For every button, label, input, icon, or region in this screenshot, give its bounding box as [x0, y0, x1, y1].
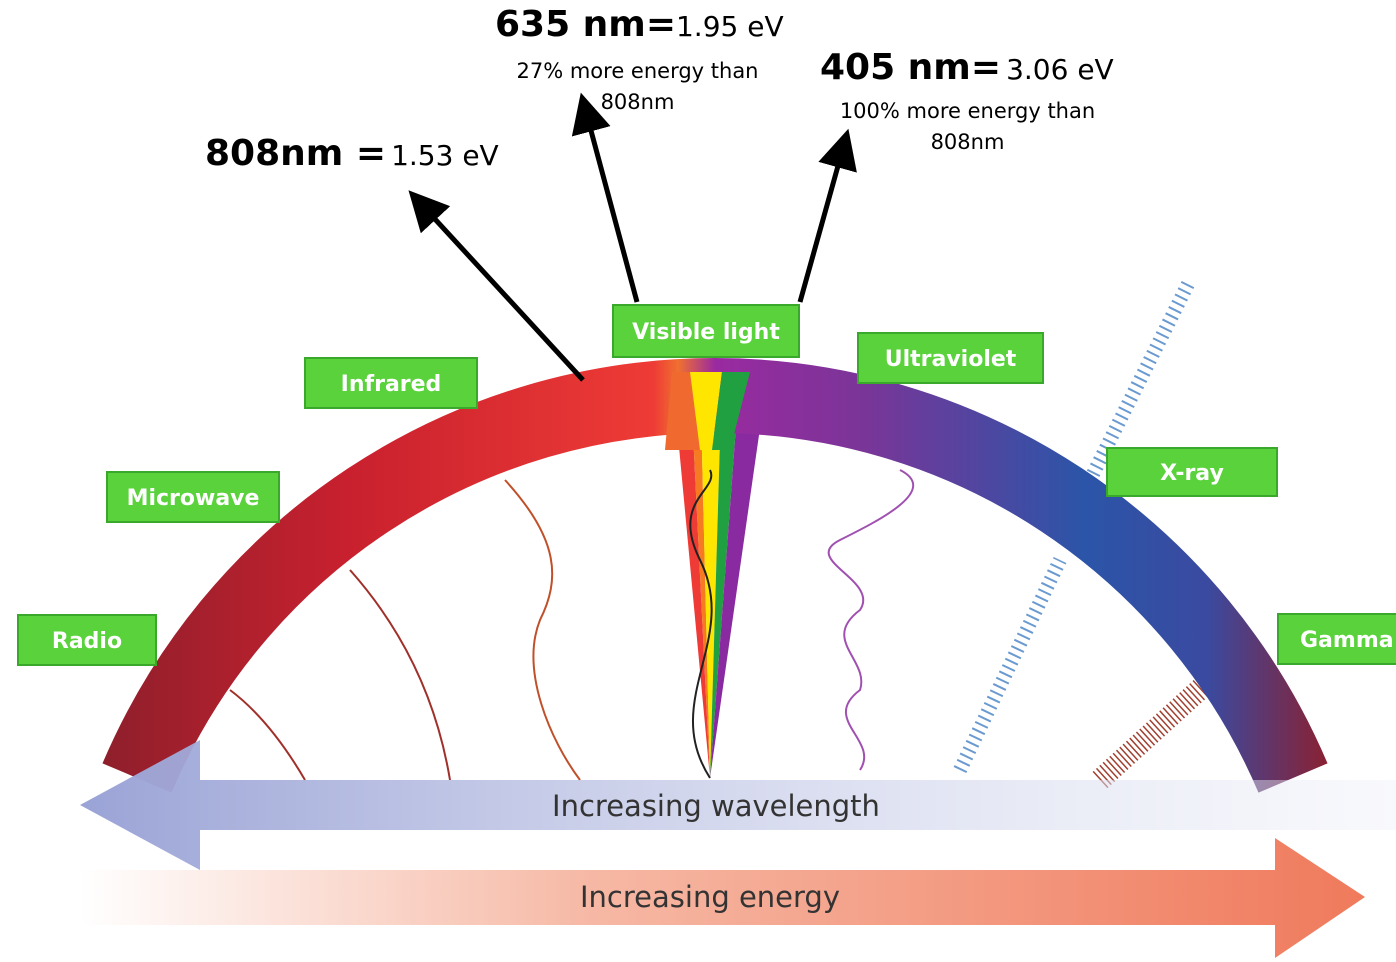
- band-label: Microwave: [127, 486, 260, 511]
- wavelength-label: Increasing wavelength: [552, 789, 880, 823]
- energy-value: 3.06 eV: [1006, 53, 1114, 86]
- band-label: Radio: [52, 629, 122, 654]
- wavelength: 635 nm=: [495, 4, 676, 45]
- note: 100% more energy than 808nm: [830, 96, 1105, 158]
- annotation: 808nm = 1.53 eV: [205, 133, 499, 174]
- energy-label: Increasing energy: [580, 880, 840, 914]
- wavelength: 808nm =: [205, 133, 386, 174]
- note: 27% more energy than 808nm: [505, 56, 770, 118]
- energy-value: 1.95 eV: [676, 10, 784, 43]
- band-label: X-ray: [1160, 461, 1224, 486]
- wavelength: 405 nm=: [820, 47, 1001, 88]
- band-label: Visible light: [632, 320, 780, 345]
- page: {"annotations":[ {"label":"808nm =","val…: [0, 0, 1396, 962]
- band-label: Infrared: [341, 372, 442, 397]
- energy-value: 1.53 eV: [391, 139, 499, 172]
- annotation: 635 nm=1.95 eV: [495, 4, 784, 45]
- annotation: 405 nm= 3.06 eV: [820, 47, 1114, 88]
- band-label: Ultraviolet: [885, 347, 1017, 372]
- band-label: Gamma: [1300, 628, 1394, 653]
